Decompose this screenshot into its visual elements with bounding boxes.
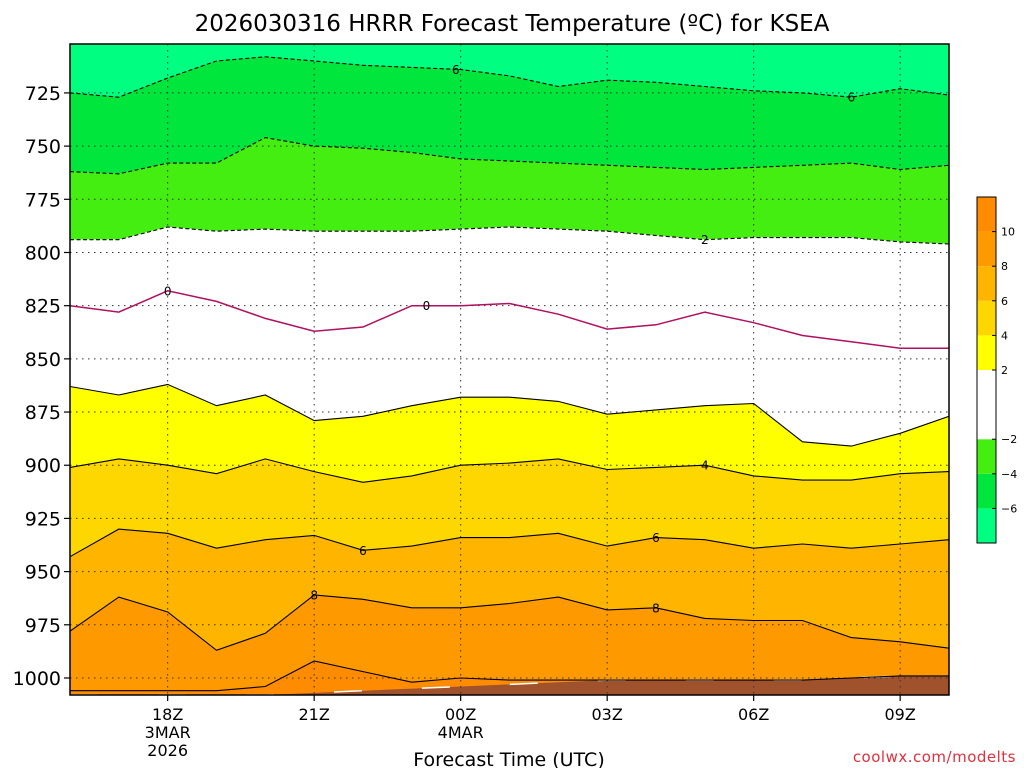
x-tick-sublabel: 2026 <box>147 741 188 760</box>
isotherm-4 <box>70 458 949 483</box>
grid-lines <box>70 44 949 695</box>
x-tick-label: 00Z <box>445 705 476 724</box>
y-tick-label: 950 <box>25 562 61 584</box>
isotherm-6 <box>70 528 949 558</box>
x-tick-label: 09Z <box>885 705 916 724</box>
y-tick-label: 900 <box>25 455 61 477</box>
isotherm--2 <box>70 226 949 245</box>
y-tick-label: 800 <box>25 242 61 264</box>
colorbar-segment <box>977 370 996 440</box>
contour-label: 6 <box>359 544 367 558</box>
colorbar-label: 6 <box>1001 295 1008 308</box>
colorbar-segment <box>977 508 996 543</box>
y-axis: 725 750 775 800 825 850 875 900 925 950 975 1000 <box>13 83 70 690</box>
watermark: coolwx.com/modelts <box>853 748 1016 766</box>
contour-labels: 6 6 2 0 0 4 6 6 8 8 <box>164 63 855 615</box>
contour-label: 0 <box>423 299 431 313</box>
y-tick-label: 725 <box>25 83 61 105</box>
y-tick-label: 825 <box>25 296 61 318</box>
colorbar-legend: −6 −4 −2 2 4 6 8 10 <box>976 196 1017 544</box>
colorbar-label: 4 <box>1001 329 1008 342</box>
isotherm-2 <box>70 383 949 447</box>
colorbar-label: 2 <box>1001 364 1008 377</box>
contour-label: 6 <box>652 531 660 545</box>
colorbar-label: −2 <box>1001 433 1017 446</box>
x-tick-label: 18Z <box>152 705 183 724</box>
colorbar-segment <box>977 300 996 336</box>
ground-terrain <box>70 675 949 695</box>
x-tick-label: 06Z <box>738 705 769 724</box>
colorbar-segment <box>977 439 996 474</box>
contour-label: 4 <box>701 459 709 473</box>
x-axis-label: Forecast Time (UTC) <box>413 749 604 768</box>
contour-label: 8 <box>310 589 318 603</box>
x-tick-label: 03Z <box>592 705 623 724</box>
contour-label: 8 <box>652 601 660 615</box>
plot-area <box>70 44 949 695</box>
y-tick-label: 775 <box>25 189 61 211</box>
y-tick-label: 850 <box>25 349 61 371</box>
isotherm-8 <box>70 594 949 651</box>
y-tick-label: 1000 <box>13 668 61 690</box>
isotherm-0 <box>70 290 949 349</box>
colorbar-label: −4 <box>1001 468 1017 481</box>
contour-label: 6 <box>848 91 856 105</box>
colorbar-label: −6 <box>1001 502 1017 515</box>
colorbar-label: 8 <box>1001 260 1008 273</box>
colorbar-frame <box>976 196 997 544</box>
colorbar-segment <box>977 197 996 232</box>
colorbar-label: 10 <box>1001 226 1015 239</box>
x-tick-sublabel: 3MAR <box>145 723 191 742</box>
colorbar-segment <box>977 231 996 267</box>
plot-frame <box>69 43 950 696</box>
contour-label: 2 <box>701 233 709 247</box>
y-tick-label: 925 <box>25 508 61 530</box>
colorbar-segment <box>977 473 996 509</box>
x-tick-sublabel: 4MAR <box>438 723 484 742</box>
contour-label: 6 <box>452 63 460 77</box>
isotherm--4 <box>70 137 949 175</box>
isotherm--6 <box>70 56 949 98</box>
x-tick-label: 21Z <box>299 705 330 724</box>
isotherm-10 <box>70 660 949 692</box>
y-tick-label: 975 <box>25 615 61 637</box>
y-tick-label: 750 <box>25 136 61 158</box>
contour-label: 0 <box>164 284 172 298</box>
chart-title: 2026030316 HRRR Forecast Temperature (ºC… <box>195 11 830 37</box>
y-tick-label: 875 <box>25 402 61 424</box>
colorbar-segment <box>977 335 996 370</box>
colorbar-segment <box>977 266 996 301</box>
isotherm-lines <box>70 56 949 692</box>
